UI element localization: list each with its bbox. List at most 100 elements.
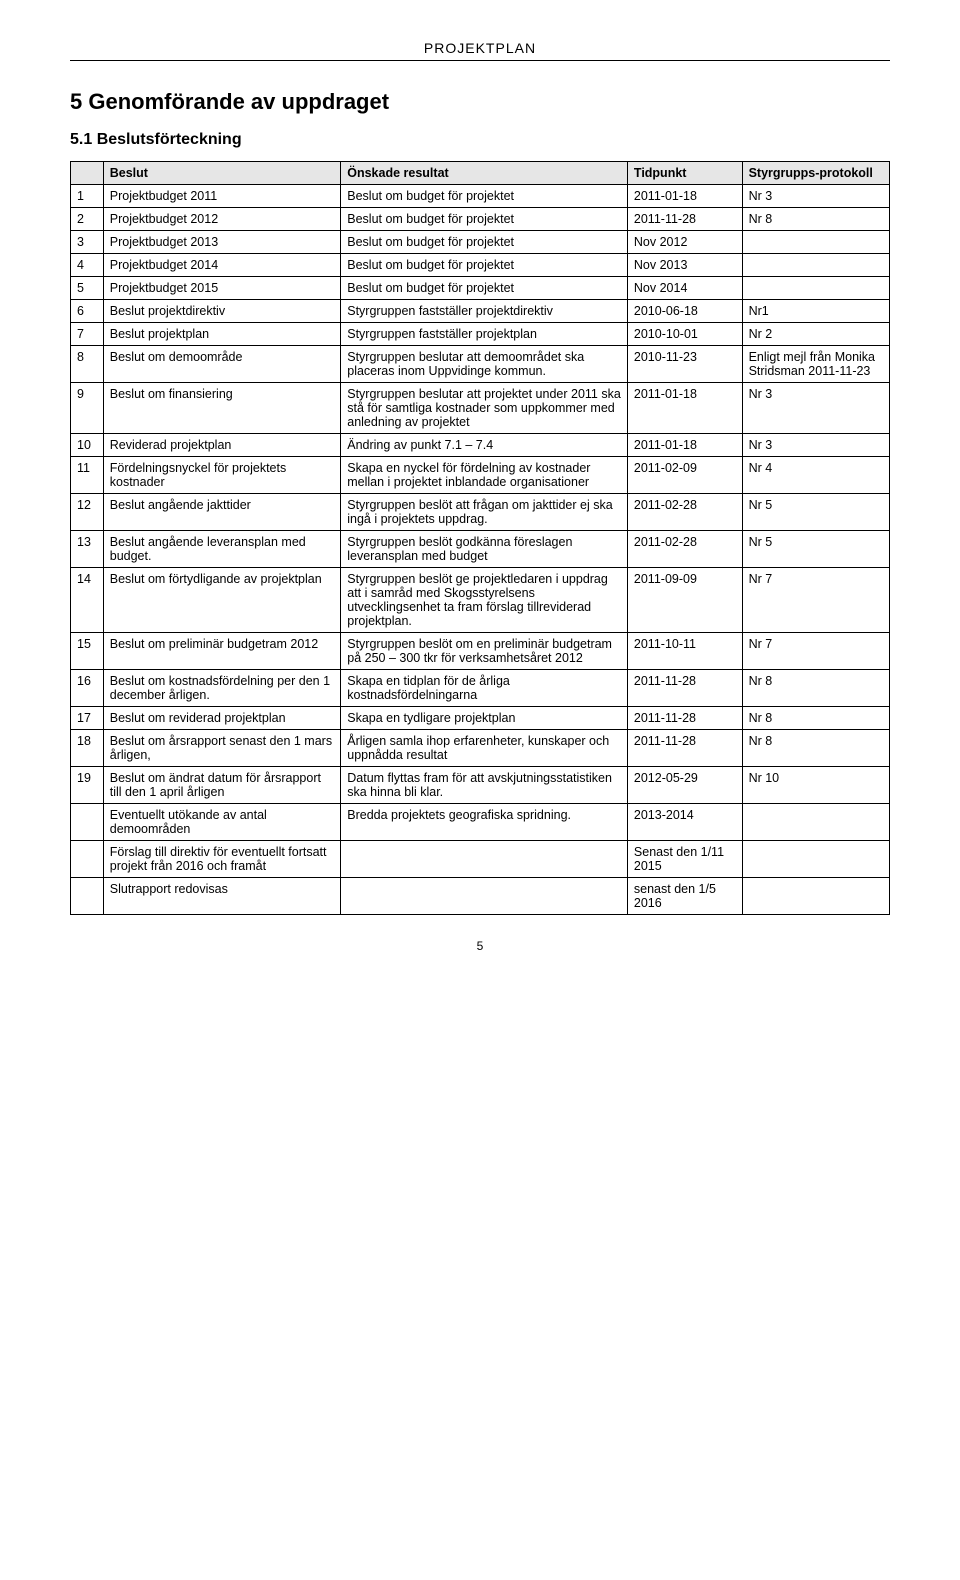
table-cell: 14 xyxy=(71,568,104,633)
table-cell: 7 xyxy=(71,323,104,346)
table-cell: 9 xyxy=(71,383,104,434)
table-cell: Slutrapport redovisas xyxy=(103,878,341,915)
table-cell: Styrgruppen fastställer projektdirektiv xyxy=(341,300,628,323)
table-cell: 2011-10-11 xyxy=(627,633,742,670)
table-body: 1Projektbudget 2011Beslut om budget för … xyxy=(71,185,890,915)
table-cell: Förslag till direktiv för eventuellt for… xyxy=(103,841,341,878)
table-cell xyxy=(742,254,889,277)
table-cell: Ändring av punkt 7.1 – 7.4 xyxy=(341,434,628,457)
header-rule xyxy=(70,60,890,61)
table-cell: 17 xyxy=(71,707,104,730)
table-cell: 2010-10-01 xyxy=(627,323,742,346)
table-cell: Nr1 xyxy=(742,300,889,323)
table-header-row: Beslut Önskade resultat Tidpunkt Styrgru… xyxy=(71,162,890,185)
table-cell: 2011-11-28 xyxy=(627,707,742,730)
table-cell: Datum flyttas fram för att avskjutningss… xyxy=(341,767,628,804)
table-row: 1Projektbudget 2011Beslut om budget för … xyxy=(71,185,890,208)
table-cell: Nr 5 xyxy=(742,494,889,531)
table-cell: Beslut angående leveransplan med budget. xyxy=(103,531,341,568)
decisions-table: Beslut Önskade resultat Tidpunkt Styrgru… xyxy=(70,161,890,915)
table-row: 6Beslut projektdirektivStyrgruppen fasts… xyxy=(71,300,890,323)
table-cell xyxy=(742,841,889,878)
table-cell: 2011-02-28 xyxy=(627,494,742,531)
table-cell xyxy=(742,878,889,915)
table-cell: 18 xyxy=(71,730,104,767)
table-cell: 2011-11-28 xyxy=(627,730,742,767)
table-cell: Beslut om kostnadsfördelning per den 1 d… xyxy=(103,670,341,707)
table-cell: Beslut om förtydligande av projektplan xyxy=(103,568,341,633)
table-cell: 19 xyxy=(71,767,104,804)
table-cell xyxy=(341,841,628,878)
table-cell: 2010-06-18 xyxy=(627,300,742,323)
table-cell: Beslut om budget för projektet xyxy=(341,231,628,254)
table-cell: 6 xyxy=(71,300,104,323)
document-header: PROJEKTPLAN xyxy=(70,40,890,56)
table-row: 12Beslut angående jakttiderStyrgruppen b… xyxy=(71,494,890,531)
table-cell: Beslut om budget för projektet xyxy=(341,185,628,208)
table-cell: Beslut om årsrapport senast den 1 mars å… xyxy=(103,730,341,767)
table-cell: 3 xyxy=(71,231,104,254)
table-cell: Enligt mejl från Monika Stridsman 2011-1… xyxy=(742,346,889,383)
col-beslut: Beslut xyxy=(103,162,341,185)
table-cell: Projektbudget 2012 xyxy=(103,208,341,231)
table-cell: 2011-01-18 xyxy=(627,185,742,208)
table-cell: 4 xyxy=(71,254,104,277)
table-cell: Beslut om demoområde xyxy=(103,346,341,383)
table-row: 18Beslut om årsrapport senast den 1 mars… xyxy=(71,730,890,767)
table-cell: Eventuellt utökande av antal demoområden xyxy=(103,804,341,841)
table-cell: Projektbudget 2015 xyxy=(103,277,341,300)
table-row: 10Reviderad projektplanÄndring av punkt … xyxy=(71,434,890,457)
table-row: Förslag till direktiv för eventuellt for… xyxy=(71,841,890,878)
page-container: PROJEKTPLAN 5 Genomförande av uppdraget … xyxy=(0,0,960,983)
table-row: 13Beslut angående leveransplan med budge… xyxy=(71,531,890,568)
table-cell: Nr 2 xyxy=(742,323,889,346)
col-number xyxy=(71,162,104,185)
table-row: 4Projektbudget 2014Beslut om budget för … xyxy=(71,254,890,277)
table-cell: 8 xyxy=(71,346,104,383)
table-cell xyxy=(742,804,889,841)
table-cell: Nov 2012 xyxy=(627,231,742,254)
table-cell: Beslut projektdirektiv xyxy=(103,300,341,323)
table-cell: Nr 4 xyxy=(742,457,889,494)
table-cell: Nr 8 xyxy=(742,670,889,707)
table-cell: Nr 3 xyxy=(742,434,889,457)
table-row: 16Beslut om kostnadsfördelning per den 1… xyxy=(71,670,890,707)
subsection-heading: 5.1 Beslutsförteckning xyxy=(70,131,890,149)
table-cell: Nr 7 xyxy=(742,568,889,633)
table-row: Eventuellt utökande av antal demoområden… xyxy=(71,804,890,841)
table-row: 5Projektbudget 2015Beslut om budget för … xyxy=(71,277,890,300)
table-row: 9Beslut om finansieringStyrgruppen beslu… xyxy=(71,383,890,434)
table-cell: Styrgruppen beslöt godkänna föreslagen l… xyxy=(341,531,628,568)
table-cell: Beslut om budget för projektet xyxy=(341,254,628,277)
table-cell: Skapa en tydligare projektplan xyxy=(341,707,628,730)
table-row: 3Projektbudget 2013Beslut om budget för … xyxy=(71,231,890,254)
table-cell: Skapa en tidplan för de årliga kostnadsf… xyxy=(341,670,628,707)
table-row: 19Beslut om ändrat datum för årsrapport … xyxy=(71,767,890,804)
table-cell xyxy=(742,277,889,300)
table-cell: 2010-11-23 xyxy=(627,346,742,383)
table-cell: Beslut angående jakttider xyxy=(103,494,341,531)
table-cell: Styrgruppen beslutar att demoområdet ska… xyxy=(341,346,628,383)
table-cell: Nr 3 xyxy=(742,185,889,208)
section-heading: 5 Genomförande av uppdraget xyxy=(70,89,890,115)
table-cell: Styrgruppen beslöt om en preliminär budg… xyxy=(341,633,628,670)
page-number: 5 xyxy=(70,939,890,953)
table-cell: Beslut om finansiering xyxy=(103,383,341,434)
table-row: 17Beslut om reviderad projektplanSkapa e… xyxy=(71,707,890,730)
table-cell: 2011-09-09 xyxy=(627,568,742,633)
table-cell: 16 xyxy=(71,670,104,707)
table-cell xyxy=(341,878,628,915)
table-cell: Styrgruppen beslutar att projektet under… xyxy=(341,383,628,434)
table-cell: 15 xyxy=(71,633,104,670)
table-cell: 2012-05-29 xyxy=(627,767,742,804)
table-row: 14Beslut om förtydligande av projektplan… xyxy=(71,568,890,633)
table-cell xyxy=(71,878,104,915)
table-cell: 2011-11-28 xyxy=(627,208,742,231)
table-row: 15Beslut om preliminär budgetram 2012Sty… xyxy=(71,633,890,670)
table-row: Slutrapport redovisassenast den 1/5 2016 xyxy=(71,878,890,915)
table-cell: Årligen samla ihop erfarenheter, kunskap… xyxy=(341,730,628,767)
table-cell: Bredda projektets geografiska spridning. xyxy=(341,804,628,841)
col-protokoll: Styrgrupps-protokoll xyxy=(742,162,889,185)
table-cell: 2011-01-18 xyxy=(627,383,742,434)
table-cell: Fördelningsnyckel för projektets kostnad… xyxy=(103,457,341,494)
